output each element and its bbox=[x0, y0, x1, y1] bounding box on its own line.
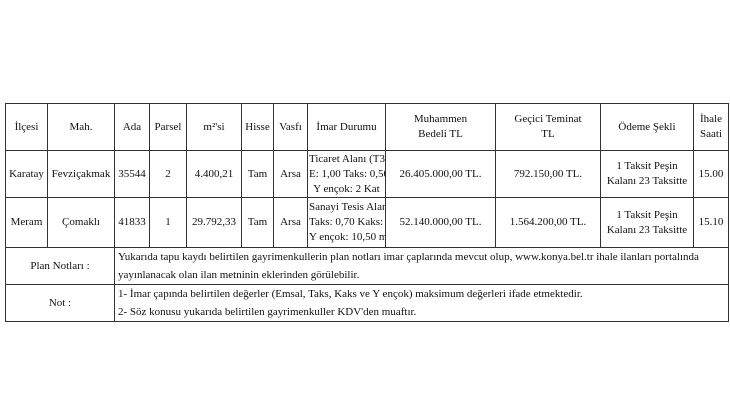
cell-parsel: 2 bbox=[149, 150, 187, 198]
col-imar: İmar Durumu bbox=[307, 103, 386, 151]
cell-odeme: 1 Taksit Peşin Kalanı 23 Taksitte bbox=[600, 197, 694, 248]
table-row: Meram Çomaklı 41833 1 29.792,33 Tam Arsa… bbox=[5, 197, 729, 248]
imar-line: Taks: 0,70 Kaks: 0,70 bbox=[309, 216, 385, 228]
col-ada: Ada bbox=[114, 103, 150, 151]
cell-ada: 41833 bbox=[114, 197, 150, 248]
odeme-line: 1 Taksit Peşin bbox=[616, 208, 678, 221]
imar-line: E: 1,00 Taks: 0,50 bbox=[309, 167, 386, 180]
col-teminat: Geçici Teminat TL bbox=[495, 103, 601, 151]
auction-table: İlçesi Mah. Ada Parsel m²'si Hisse Vasfı… bbox=[5, 103, 729, 322]
cell-hisse: Tam bbox=[241, 150, 274, 198]
imar-line: Sanayi Tesis Alanı bbox=[309, 201, 386, 213]
header-line: Muhammen bbox=[413, 113, 468, 125]
cell-saat: 15.00 bbox=[693, 150, 729, 198]
cell-vasfi: Arsa bbox=[273, 150, 308, 198]
cell-imar: Ticaret Alanı (T3) E: 1,00 Taks: 0,50 Y en… bbox=[307, 150, 386, 198]
imar-line: Y ençok: 2 Kat bbox=[313, 182, 380, 195]
col-bedel: Muhammen Bedeli TL bbox=[385, 103, 496, 151]
header-row: İlçesi Mah. Ada Parsel m²'si Hisse Vasfı… bbox=[5, 103, 729, 151]
note-line: 2- Söz konusu yukarıda belirtilen gayrim… bbox=[118, 306, 417, 318]
note-line: 1- İmar çapında belirtilen değerler (Ems… bbox=[118, 288, 583, 300]
plan-notes-row: Plan Notları : Yukarıda tapu kaydı belir… bbox=[5, 247, 729, 285]
imar-line: Ticaret Alanı (T3) bbox=[309, 152, 386, 165]
header-line: Geçici Teminat bbox=[514, 113, 582, 125]
cell-ilce: Karatay bbox=[5, 150, 48, 198]
table-row: Karatay Fevziçakmak 35544 2 4.400,21 Tam… bbox=[5, 150, 729, 198]
cell-bedel: 26.405.000,00 TL. bbox=[385, 150, 496, 198]
col-vasfi: Vasfı bbox=[273, 103, 308, 151]
cell-hisse: Tam bbox=[241, 197, 274, 248]
col-m2: m²'si bbox=[186, 103, 242, 151]
cell-mah: Çomaklı bbox=[47, 197, 115, 248]
plan-notes-label: Plan Notları : bbox=[5, 247, 115, 285]
plan-notes-text: Yukarıda tapu kaydı belirtilen gayrimenk… bbox=[114, 247, 729, 285]
col-parsel: Parsel bbox=[149, 103, 187, 151]
col-mah: Mah. bbox=[47, 103, 115, 151]
cell-m2: 29.792,33 bbox=[186, 197, 242, 248]
note-row: Not : 1- İmar çapında belirtilen değerle… bbox=[5, 284, 729, 322]
col-ilce: İlçesi bbox=[5, 103, 48, 151]
odeme-line: Kalanı 23 Taksitte bbox=[606, 175, 688, 187]
cell-m2: 4.400,21 bbox=[186, 150, 242, 198]
header-line: Saati bbox=[700, 128, 722, 140]
cell-ilce: Meram bbox=[5, 197, 48, 248]
cell-vasfi: Arsa bbox=[273, 197, 308, 248]
col-hisse: Hisse bbox=[241, 103, 274, 151]
col-saat: İhale Saati bbox=[693, 103, 729, 151]
header-line: Bedeli TL bbox=[418, 128, 463, 140]
cell-saat: 15.10 bbox=[693, 197, 729, 248]
imar-line: Y ençok: 10,50 m bbox=[309, 231, 386, 243]
cell-parsel: 1 bbox=[149, 197, 187, 248]
note-text: 1- İmar çapında belirtilen değerler (Ems… bbox=[114, 284, 729, 322]
odeme-line: 1 Taksit Peşin bbox=[616, 160, 678, 172]
col-odeme: Ödeme Şekli bbox=[600, 103, 694, 151]
header-line: TL bbox=[541, 128, 555, 140]
note-label: Not : bbox=[5, 284, 115, 322]
header-line: İhale bbox=[700, 113, 722, 125]
cell-imar: Sanayi Tesis Alanı Taks: 0,70 Kaks: 0,70 Y… bbox=[307, 197, 386, 248]
cell-odeme: 1 Taksit Peşin Kalanı 23 Taksitte bbox=[600, 150, 694, 198]
cell-teminat: 792.150,00 TL. bbox=[495, 150, 601, 198]
cell-ada: 35544 bbox=[114, 150, 150, 198]
cell-mah: Fevziçakmak bbox=[47, 150, 115, 198]
odeme-line: Kalanı 23 Taksitte bbox=[606, 223, 688, 236]
cell-bedel: 52.140.000,00 TL. bbox=[385, 197, 496, 248]
cell-teminat: 1.564.200,00 TL. bbox=[495, 197, 601, 248]
